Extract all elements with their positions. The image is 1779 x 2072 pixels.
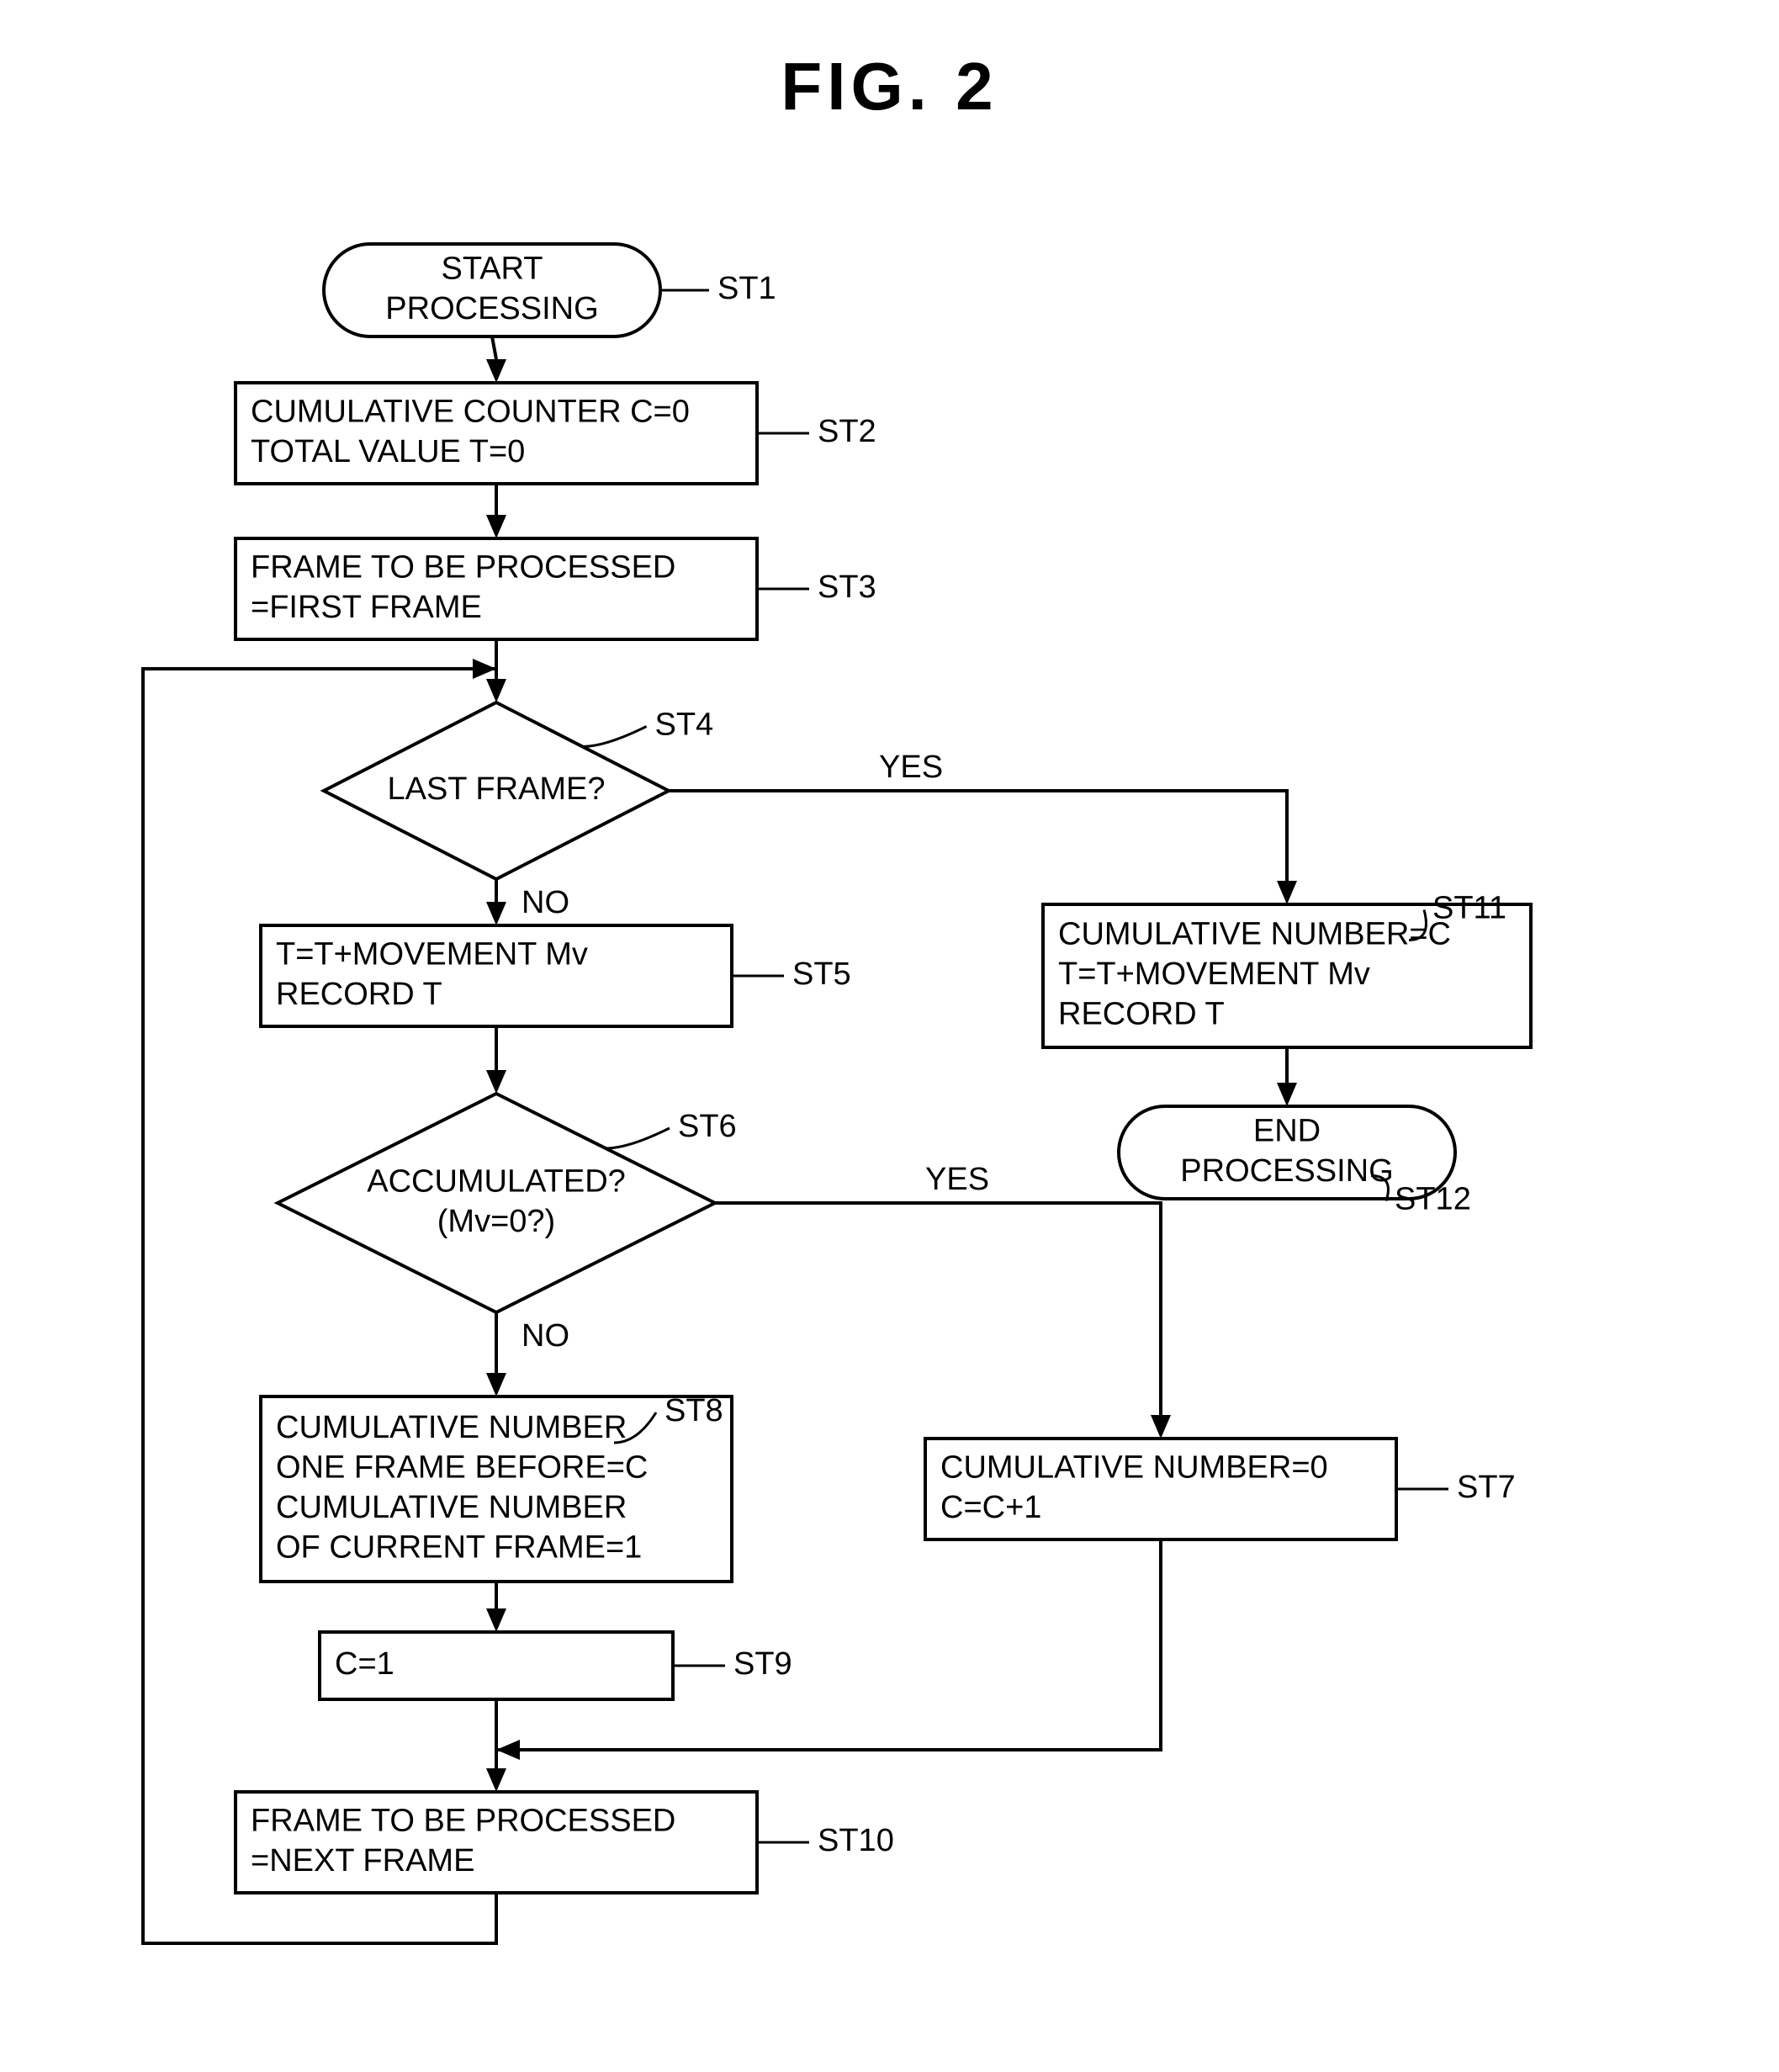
step-tag: ST4 <box>655 707 714 743</box>
flow-edge-st6-st8 <box>486 1312 506 1396</box>
flow-edge-st4-st5 <box>486 879 506 925</box>
flow-node-text: FRAME TO BE PROCESSED <box>251 1803 675 1838</box>
branch-label-no: NO <box>522 1318 569 1354</box>
flow-node-text: T=T+MOVEMENT Mv <box>276 936 588 972</box>
flow-node-text: CUMULATIVE NUMBER <box>276 1410 627 1445</box>
flow-node-st1: START PROCESSING <box>324 244 660 337</box>
step-tag: ST8 <box>664 1393 723 1428</box>
step-tag: ST9 <box>733 1646 792 1682</box>
flow-node-text: FRAME TO BE PROCESSED <box>251 549 675 585</box>
flow-node-text: PROCESSING <box>1180 1153 1393 1189</box>
step-leader <box>606 1128 670 1148</box>
flow-node-text: RECORD T <box>276 977 442 1012</box>
flow-node-text: PROCESSING <box>385 291 598 326</box>
flow-node-st10: FRAME TO BE PROCESSED =NEXT FRAME <box>236 1792 757 1893</box>
step-tag: ST2 <box>818 414 876 449</box>
flow-node-text: ACCUMULATED? <box>367 1163 626 1199</box>
flow-node-st9: C=1 <box>320 1632 673 1699</box>
flowchart-canvas: FIG. 2 START PROCESSING CUMULATIVE COUNTER … <box>0 0 1779 2072</box>
flow-edge-st1-st2 <box>486 337 506 383</box>
step-tag: ST11 <box>1432 891 1506 926</box>
flow-node-text: =NEXT FRAME <box>251 1843 474 1879</box>
flow-node-text: CUMULATIVE COUNTER C=0 <box>251 394 690 429</box>
flow-edge-st9-st10 <box>486 1699 506 1792</box>
flow-node-text: END <box>1253 1113 1321 1148</box>
step-tag: ST3 <box>818 570 876 605</box>
flow-node-st8: CUMULATIVE NUMBER ONE FRAME BEFORE=C CUMUL… <box>261 1396 732 1582</box>
flow-edge-st2-st3 <box>486 484 506 538</box>
flow-node-st4: LAST FRAME? <box>324 702 669 879</box>
flow-edge-st11-st12 <box>1277 1047 1297 1106</box>
flow-node-st7: CUMULATIVE NUMBER=0 C=C+1 <box>925 1439 1396 1539</box>
step-tag: ST6 <box>678 1109 737 1144</box>
step-tag: ST7 <box>1457 1470 1516 1505</box>
step-tag: ST1 <box>717 271 776 306</box>
branch-label-yes: YES <box>879 750 943 785</box>
flow-node-text: C=C+1 <box>940 1490 1041 1525</box>
flow-node-text: =FIRST FRAME <box>251 590 482 625</box>
flow-node-text: C=1 <box>335 1646 394 1682</box>
flow-node-text: START <box>441 251 543 286</box>
branch-label-yes: YES <box>925 1162 989 1197</box>
flow-node-text: OF CURRENT FRAME=1 <box>276 1529 642 1565</box>
flow-node-text: TOTAL VALUE T=0 <box>251 434 525 469</box>
figure-title: FIG. 2 <box>781 49 998 124</box>
flow-edge-st4-st11 <box>669 791 1297 904</box>
step-tag: ST5 <box>792 957 851 992</box>
flow-edge-st5-st6 <box>486 1026 506 1094</box>
step-leader <box>583 727 647 747</box>
flow-node-text: CUMULATIVE NUMBER=0 <box>940 1449 1328 1485</box>
flow-node-st5: T=T+MOVEMENT Mv RECORD T <box>261 925 732 1026</box>
flow-node-text: CUMULATIVE NUMBER <box>276 1490 627 1525</box>
flow-node-text: CUMULATIVE NUMBER=C <box>1058 917 1451 952</box>
flow-node-text: RECORD T <box>1058 997 1225 1032</box>
flow-node-st2: CUMULATIVE COUNTER C=0 TOTAL VALUE T=0 <box>236 383 757 484</box>
flow-node-text: (Mv=0?) <box>437 1204 555 1239</box>
flow-node-text: LAST FRAME? <box>387 771 605 807</box>
step-tag: ST10 <box>818 1823 894 1858</box>
flow-node-text: ONE FRAME BEFORE=C <box>276 1449 648 1485</box>
branch-label-no: NO <box>522 885 569 920</box>
flow-node-st3: FRAME TO BE PROCESSED =FIRST FRAME <box>236 538 757 639</box>
flow-edge-st6-st7 <box>715 1203 1171 1439</box>
step-tag: ST12 <box>1395 1182 1471 1217</box>
flow-node-text: T=T+MOVEMENT Mv <box>1058 957 1370 992</box>
flow-node-st6: ACCUMULATED? (Mv=0?) <box>278 1094 715 1312</box>
flow-edge-st8-st9 <box>486 1582 506 1632</box>
